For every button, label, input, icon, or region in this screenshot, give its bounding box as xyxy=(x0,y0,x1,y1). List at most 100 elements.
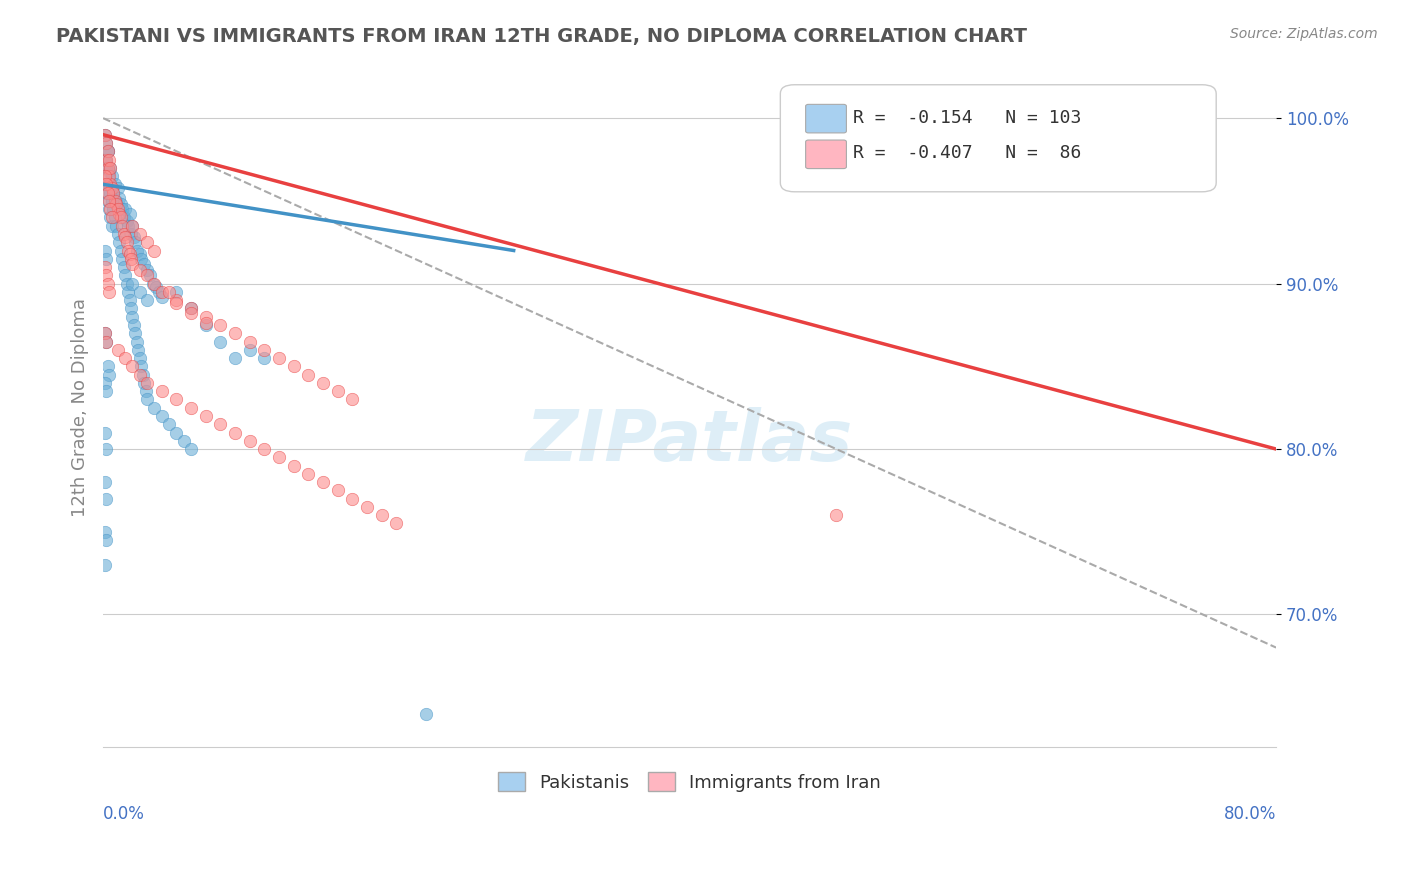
Point xyxy=(94,153,117,167)
Point xyxy=(114,230,136,244)
Point xyxy=(101,211,124,225)
Point xyxy=(120,252,142,266)
Point xyxy=(125,244,148,258)
Point xyxy=(111,219,134,233)
Point xyxy=(121,310,143,324)
Point xyxy=(121,219,143,233)
Point xyxy=(104,211,127,225)
Text: 80.0%: 80.0% xyxy=(1223,805,1277,822)
Point xyxy=(96,169,118,183)
Point xyxy=(96,161,118,175)
Point xyxy=(150,290,173,304)
Point xyxy=(118,247,141,261)
Point xyxy=(94,153,117,167)
Point xyxy=(118,207,141,221)
Point xyxy=(93,153,115,167)
Point xyxy=(112,260,135,274)
Point xyxy=(94,186,117,200)
Point xyxy=(224,351,246,365)
Text: ZIPatlas: ZIPatlas xyxy=(526,407,853,476)
Point xyxy=(93,128,115,142)
Point xyxy=(180,301,202,316)
Point xyxy=(143,277,166,291)
Point xyxy=(94,178,117,192)
Point xyxy=(132,368,155,382)
Point xyxy=(94,161,117,175)
Point xyxy=(312,376,335,390)
Point xyxy=(112,211,135,225)
Point xyxy=(100,178,122,192)
Point xyxy=(136,263,159,277)
Point xyxy=(194,316,217,330)
Point xyxy=(93,524,115,539)
Point xyxy=(100,211,122,225)
Point xyxy=(94,334,117,349)
Point xyxy=(115,235,138,250)
Point xyxy=(94,136,117,150)
Legend: Pakistanis, Immigrants from Iran: Pakistanis, Immigrants from Iran xyxy=(491,765,889,799)
Point xyxy=(93,128,115,142)
Point xyxy=(239,434,262,448)
Point xyxy=(108,235,131,250)
Point xyxy=(415,706,437,721)
Point xyxy=(136,392,159,407)
Point xyxy=(283,359,305,374)
Point xyxy=(128,263,150,277)
Point xyxy=(93,178,115,192)
Point xyxy=(100,161,122,175)
Y-axis label: 12th Grade, No Diploma: 12th Grade, No Diploma xyxy=(72,298,89,517)
Point xyxy=(115,277,138,291)
Point xyxy=(98,153,121,167)
Point xyxy=(107,202,129,216)
Point xyxy=(93,425,115,440)
Point xyxy=(94,533,117,547)
Point xyxy=(239,334,262,349)
Point xyxy=(114,268,136,283)
Point xyxy=(165,296,187,310)
Point xyxy=(111,202,134,216)
Point xyxy=(209,417,232,432)
Point xyxy=(110,244,132,258)
Point xyxy=(180,306,202,320)
Point xyxy=(139,268,162,283)
Point xyxy=(96,277,118,291)
Point xyxy=(326,384,349,398)
Point xyxy=(117,244,139,258)
Point xyxy=(93,260,115,274)
Point xyxy=(101,219,124,233)
Point xyxy=(194,318,217,332)
Point xyxy=(312,475,335,490)
Point xyxy=(267,450,290,465)
Point xyxy=(112,227,135,241)
Point xyxy=(165,285,187,299)
Point xyxy=(94,136,117,150)
Point xyxy=(283,458,305,473)
Point xyxy=(107,227,129,241)
Point xyxy=(115,213,138,227)
Point xyxy=(124,326,146,341)
Point xyxy=(148,285,170,299)
Point xyxy=(150,285,173,299)
Point xyxy=(93,475,115,490)
Point xyxy=(105,219,128,233)
Point xyxy=(120,301,142,316)
Point xyxy=(117,219,139,233)
Point xyxy=(96,359,118,374)
Point xyxy=(122,318,145,332)
Point xyxy=(110,211,132,225)
Point xyxy=(143,401,166,415)
Point xyxy=(173,434,195,448)
Point xyxy=(98,368,121,382)
Point xyxy=(136,235,159,250)
Point xyxy=(114,202,136,216)
Point xyxy=(129,359,152,374)
Point xyxy=(93,376,115,390)
Point xyxy=(239,343,262,357)
Point xyxy=(165,425,187,440)
Point xyxy=(103,186,125,200)
Point xyxy=(370,508,392,523)
Point xyxy=(100,202,122,216)
Point xyxy=(121,219,143,233)
Point xyxy=(96,145,118,159)
Point xyxy=(100,161,122,175)
